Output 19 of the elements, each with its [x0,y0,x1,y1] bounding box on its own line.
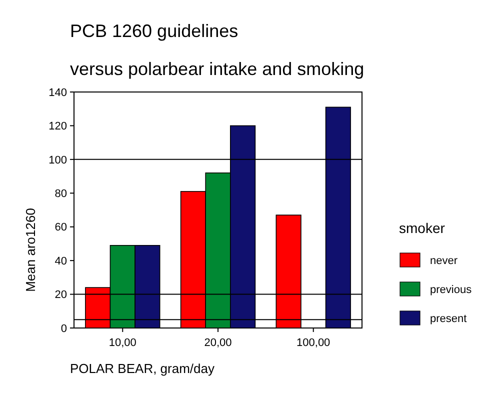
x-tick-label: 10,00 [108,337,136,349]
x-tick-label: 20,00 [204,337,232,349]
x-axis-title: POLAR BEAR, gram/day [70,361,215,376]
y-tick-label: 100 [48,154,67,166]
y-tick-label: 20 [54,289,67,302]
chart-subtitle: versus polarbear intake and smoking [70,59,364,79]
y-tick-label: 120 [48,120,67,133]
y-tick-label: 140 [48,86,67,99]
legend-label: never [430,255,458,267]
chart-title: PCB 1260 guidelines [70,21,238,41]
y-tick-label: 40 [54,255,67,268]
legend-label: present [430,313,467,325]
y-axis-title: Mean aro1260 [23,208,38,292]
legend-title: smoker [399,220,446,236]
y-tick-label: 80 [54,188,67,200]
x-tick-label: 100,00 [296,337,330,349]
legend-label: previous [430,284,472,296]
y-tick-label: 60 [54,222,67,234]
y-tick-label: 0 [60,322,67,335]
